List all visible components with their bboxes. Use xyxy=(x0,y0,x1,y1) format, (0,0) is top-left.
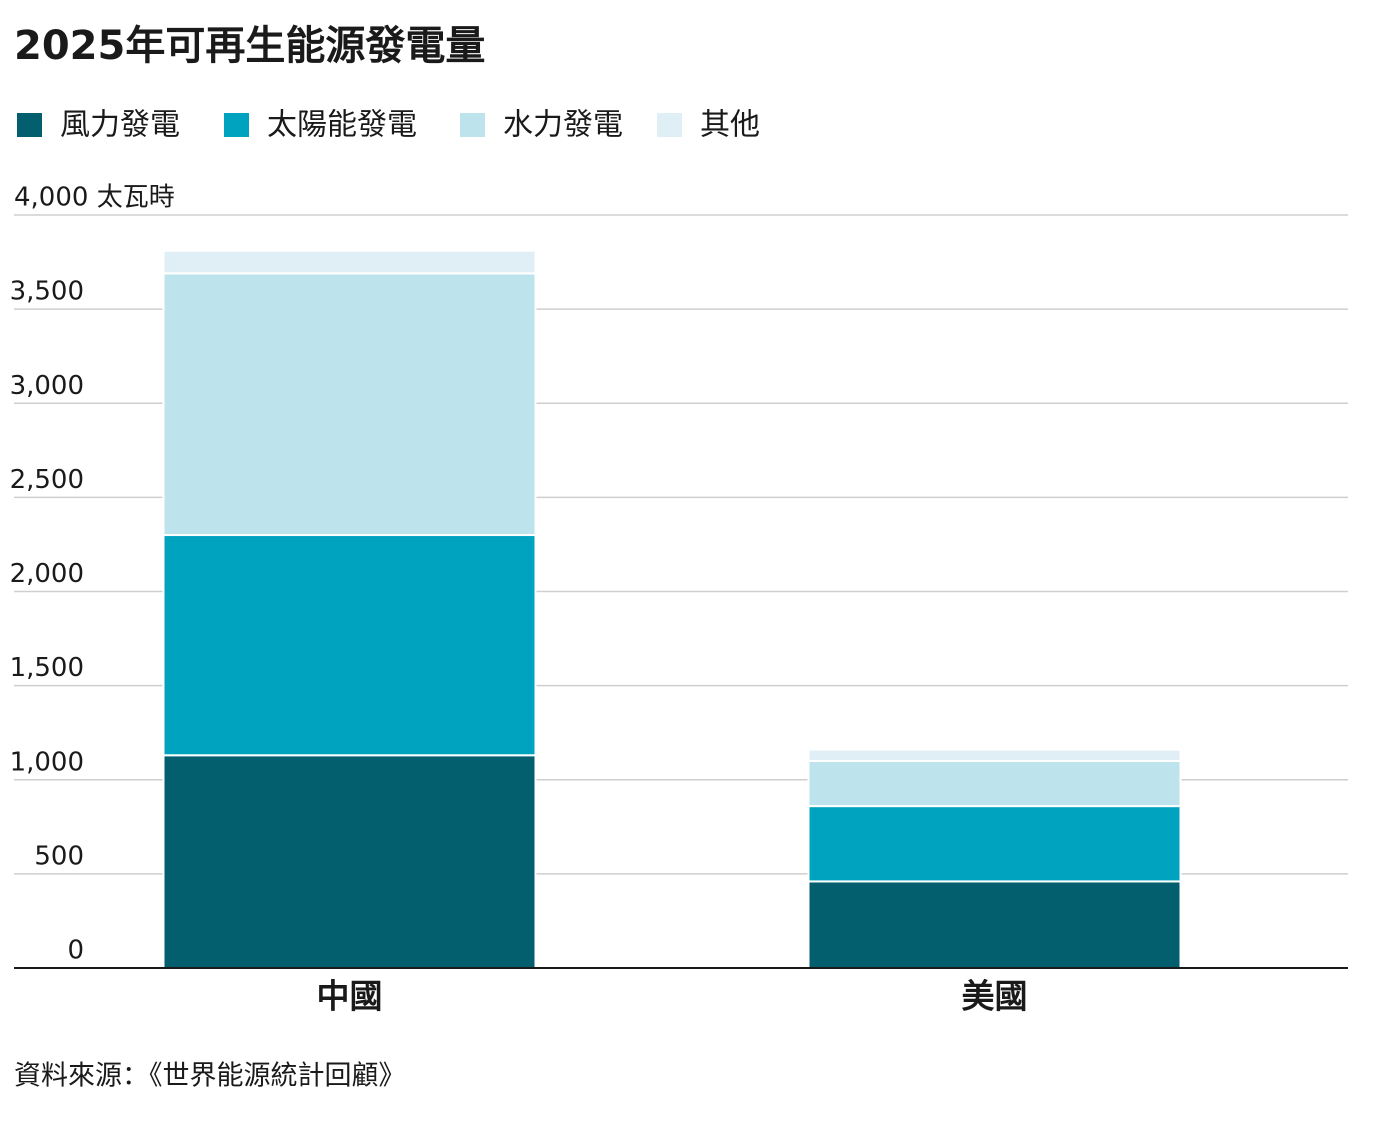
legend-swatch xyxy=(657,113,682,137)
legend-label: 風力發電 xyxy=(60,108,180,143)
y-tick-label: 1,500 xyxy=(10,653,84,683)
source-note: 資料來源：《世界能源統計回顧》 xyxy=(14,1061,406,1092)
y-tick-label: 2,500 xyxy=(10,465,84,495)
bar-segment xyxy=(807,805,1182,883)
bar-segment xyxy=(807,759,1182,808)
y-tick-label: 4,000 太瓦時 xyxy=(14,183,175,213)
bar-segment xyxy=(162,272,537,537)
y-tick-label: 0 xyxy=(67,936,84,966)
bar-segment xyxy=(162,249,537,275)
y-tick-label: 1,000 xyxy=(10,747,84,777)
bar-segment xyxy=(162,534,537,757)
legend-label: 太陽能發電 xyxy=(267,108,417,143)
bar-segment xyxy=(807,880,1182,970)
y-tick-label: 2,000 xyxy=(10,559,84,589)
x-tick-label: 美國 xyxy=(962,977,1028,1016)
legend-swatch xyxy=(17,113,42,137)
x-tick-label: 中國 xyxy=(317,977,383,1016)
legend-swatch xyxy=(224,113,249,137)
legend-label: 其他 xyxy=(700,108,760,143)
y-tick-label: 500 xyxy=(34,841,84,871)
bar-segment xyxy=(162,754,537,970)
legend-label: 水力發電 xyxy=(503,108,623,143)
bar-segment xyxy=(807,748,1182,762)
chart-title: 2025年可再生能源發電量 xyxy=(14,23,485,69)
legend-swatch xyxy=(460,113,485,137)
y-tick-label: 3,000 xyxy=(10,371,84,401)
y-tick-label: 3,500 xyxy=(10,277,84,307)
